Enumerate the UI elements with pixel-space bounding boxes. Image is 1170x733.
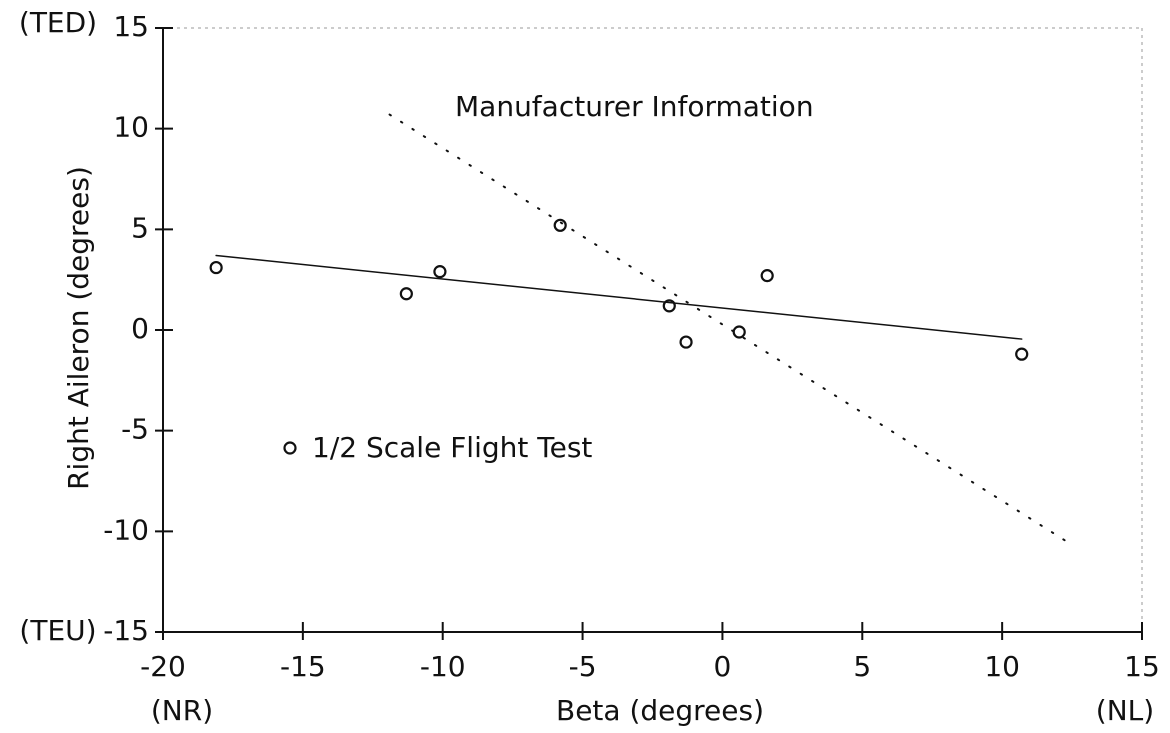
y-tick-label: -5: [121, 413, 149, 446]
y-end-label: (TEU): [19, 614, 96, 647]
x-tick-label: 0: [714, 650, 732, 683]
y-tick-label: -10: [103, 513, 149, 546]
x-tick-label: 10: [984, 650, 1020, 683]
fit-line: [215, 254, 1023, 340]
x-tick-label: -20: [140, 650, 186, 683]
x-tick-label: 5: [853, 650, 871, 683]
y-tick-label: 10: [113, 111, 149, 144]
x-tick-label: 15: [1124, 650, 1160, 683]
x-tick-label: -10: [420, 650, 466, 683]
y-axis-label: Right Aileron (degrees): [62, 166, 95, 490]
y-end-label: (TED): [19, 6, 97, 39]
annotation: Manufacturer Information: [455, 90, 814, 123]
x-tick-label: -5: [569, 650, 597, 683]
data-point: [1015, 347, 1029, 361]
reference-line: [388, 113, 1068, 543]
legend-label: 1/2 Scale Flight Test: [312, 431, 592, 464]
y-tick-label: 5: [131, 211, 149, 244]
data-point: [679, 335, 693, 349]
data-point: [209, 260, 223, 275]
data-point: [553, 218, 567, 232]
data-point: [760, 269, 774, 283]
y-tick-label: 15: [113, 10, 149, 43]
legend-marker: [283, 441, 297, 455]
data-point: [399, 287, 413, 301]
x-end-label: (NR): [151, 694, 213, 727]
x-end-label: (NL): [1096, 694, 1154, 727]
data-point: [662, 299, 676, 313]
data-point: [732, 325, 746, 339]
data-point: [433, 265, 447, 279]
x-axis-label: Beta (degrees): [556, 694, 764, 727]
y-tick-label: -15: [103, 614, 149, 647]
x-tick-label: -15: [280, 650, 326, 683]
y-tick-label: 0: [131, 312, 149, 345]
